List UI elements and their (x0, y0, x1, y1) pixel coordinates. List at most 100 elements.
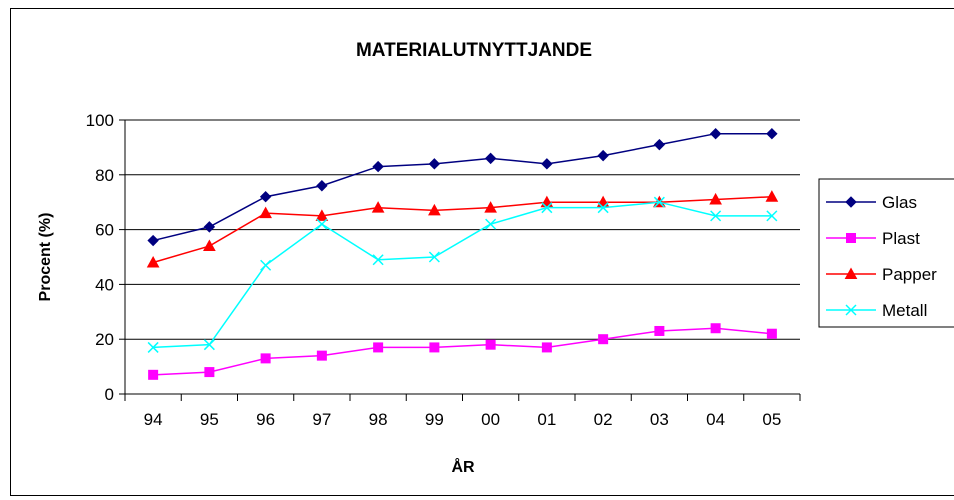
data-point-papper (146, 255, 160, 268)
x-tick-label: 04 (706, 410, 725, 429)
marker-stroke (710, 210, 722, 222)
legend-label-plast: Plast (882, 229, 920, 248)
x-tick-label: 02 (594, 410, 613, 429)
data-point-glas (766, 127, 778, 140)
data-point-glas (259, 191, 272, 203)
data-point-papper (484, 201, 497, 213)
y-tick-label: 0 (105, 385, 114, 404)
legend-label-metall: Metall (882, 301, 927, 320)
marker-stroke (485, 218, 497, 230)
data-point-plast (654, 325, 665, 336)
marker-stroke (597, 202, 609, 214)
data-point-metall (372, 254, 384, 266)
y-axis-label: Procent (%) (37, 213, 54, 302)
series-group (146, 127, 779, 380)
x-tick-label: 94 (144, 410, 163, 429)
series-line-metall (153, 201, 772, 349)
series-glas (147, 127, 778, 247)
data-point-plast (541, 342, 552, 353)
data-point-plast (204, 367, 215, 378)
data-point-papper (259, 206, 272, 219)
data-point-plast (148, 369, 159, 380)
x-tick-label: 99 (425, 410, 444, 429)
marker-stroke (260, 259, 272, 271)
series-plast (148, 323, 777, 380)
data-point-plast (710, 323, 721, 334)
y-tick-label: 20 (95, 330, 114, 349)
marker-stroke (316, 218, 328, 230)
legend-item-plast: Plast (826, 229, 920, 248)
marker-stroke (845, 304, 857, 316)
x-tick-label: 00 (481, 410, 500, 429)
series-line-plast (153, 327, 772, 376)
marker-stroke (653, 196, 665, 208)
legend-marker-plast (846, 233, 856, 243)
data-point-papper (203, 239, 216, 252)
data-point-metall (653, 196, 665, 208)
x-tick-label: 95 (200, 410, 219, 429)
y-tick-label: 40 (95, 275, 114, 294)
marker-stroke (203, 339, 215, 351)
x-axis-label: ÅR (451, 457, 475, 476)
data-point-metall (710, 210, 722, 222)
series-line-papper (152, 195, 772, 264)
data-point-plast (485, 339, 496, 350)
data-point-plast (316, 350, 327, 361)
data-point-plast (766, 328, 777, 339)
legend-label-papper: Papper (882, 265, 937, 284)
legend-box (818, 178, 954, 328)
tick-labels: 0 20 40 60 80 100 94 95 96 97 98 99 00 01 02 03 04 05 (86, 111, 782, 429)
data-point-plast (373, 342, 384, 353)
series-line-glas (152, 132, 772, 242)
legend-label-glas: Glas (882, 193, 917, 212)
data-point-glas (597, 149, 609, 162)
data-point-plast (598, 334, 609, 345)
data-point-metall (766, 210, 778, 222)
data-point-metall (147, 341, 159, 353)
marker-stroke (372, 254, 384, 266)
data-point-glas (147, 234, 159, 247)
y-tick-label: 80 (95, 166, 114, 185)
data-point-papper (371, 201, 385, 213)
data-point-metall (260, 259, 272, 271)
legend-item-glas: Glas (826, 193, 917, 212)
data-point-glas (484, 152, 497, 165)
legend-item-papper: Papper (826, 265, 937, 284)
data-point-glas (541, 158, 553, 170)
data-point-metall (541, 202, 553, 214)
marker-stroke (147, 341, 159, 353)
marker-stroke (766, 210, 778, 222)
x-tick-label: 03 (650, 410, 669, 429)
x-tick-label: 98 (369, 410, 388, 429)
x-tick-label: 01 (537, 410, 556, 429)
data-point-papper (428, 203, 441, 216)
data-point-glas (653, 138, 666, 151)
y-tick-label: 60 (95, 221, 114, 240)
data-point-papper (709, 192, 722, 205)
axes (119, 119, 801, 401)
legend: Glas Plast Papper Metall (818, 178, 954, 328)
data-point-metall (203, 339, 215, 351)
data-point-glas (316, 180, 328, 192)
data-point-plast (429, 342, 440, 353)
legend-marker-papper (844, 267, 858, 279)
data-point-metall (485, 218, 497, 230)
data-point-glas (428, 158, 441, 170)
legend-item-metall: Metall (826, 301, 927, 320)
y-tick-label: 100 (86, 111, 114, 130)
legend-marker-glas (845, 196, 857, 208)
data-point-papper (315, 209, 329, 221)
x-tick-label: 96 (256, 410, 275, 429)
x-tick-label: 97 (312, 410, 331, 429)
marker-stroke (541, 202, 553, 214)
plot-area (125, 120, 800, 394)
data-point-metall (428, 251, 440, 263)
data-point-plast (260, 353, 271, 364)
data-point-glas (203, 221, 216, 233)
data-point-metall (316, 218, 328, 230)
legend-marker-metall (845, 304, 857, 316)
data-point-metall (597, 202, 609, 214)
data-point-glas (372, 160, 384, 173)
marker-stroke (428, 251, 440, 263)
